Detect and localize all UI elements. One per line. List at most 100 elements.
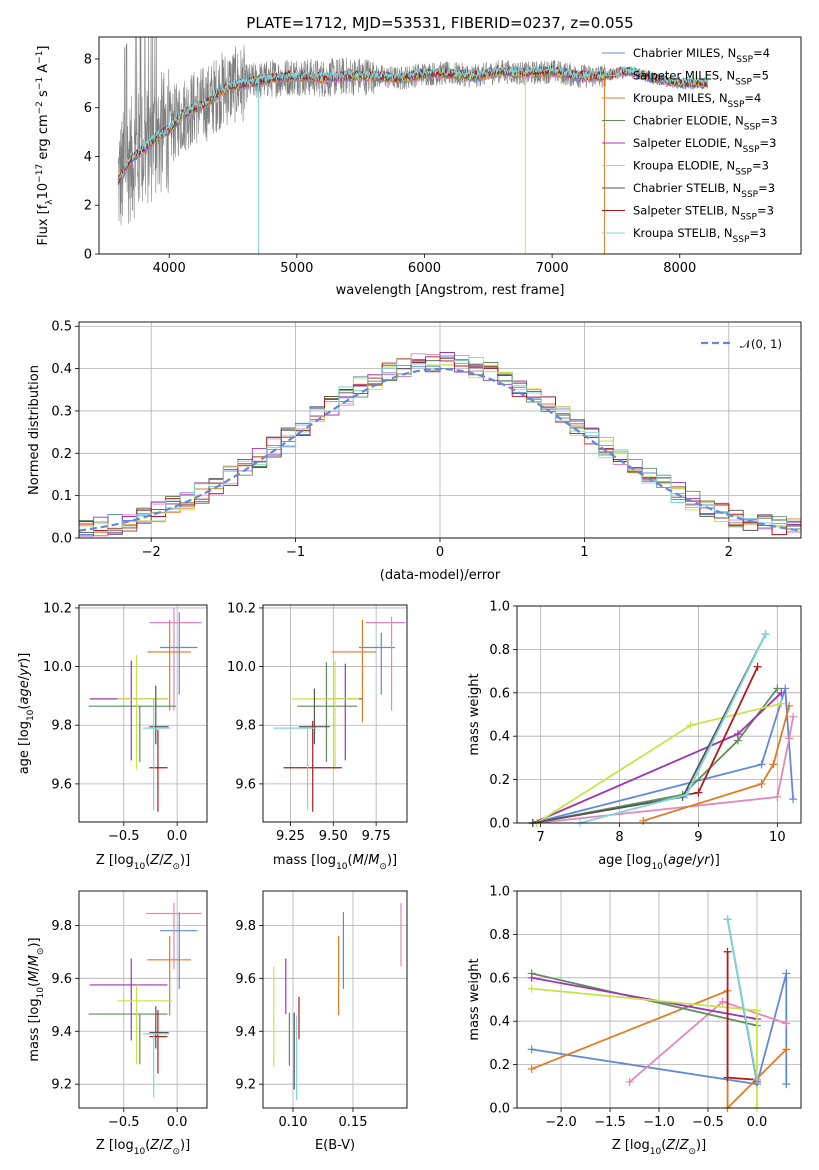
weight-marker: [785, 734, 794, 743]
x-tick-label: −0.5: [108, 829, 140, 844]
y-tick-label: 0.6: [489, 971, 510, 986]
x-axis-label: wavelength [Angstrom, rest frame]: [336, 283, 565, 298]
observed-spectrum: [117, 37, 606, 226]
y-tick-label: 9.6: [235, 972, 256, 987]
axes-frame: [262, 890, 408, 1109]
weight-marker: [782, 969, 791, 978]
weight-line: [536, 716, 794, 824]
mass-vs-ebv-panel: 0.10 0.15 9.2 9.4 9.6 9.8 E(B-V): [235, 890, 408, 1153]
y-tick-label: 9.8: [51, 719, 72, 734]
weight-marker: [789, 712, 798, 721]
y-tick-label: 9.6: [51, 972, 72, 987]
weight-marker: [785, 701, 794, 710]
legend-entry: Kroupa MILES, NSSP=4: [633, 91, 761, 110]
weight-marker: [782, 1019, 791, 1028]
y-tick-label: 2: [84, 199, 92, 214]
y-tick-label: 0.8: [489, 643, 510, 658]
x-tick-label: 2: [725, 545, 733, 560]
weight-marker: [782, 1045, 791, 1054]
weight-marker: [777, 699, 786, 708]
legend-entry: Salpeter STELIB, NSSP=3: [633, 204, 774, 223]
age-vs-mass-panel: 9.25 9.50 9.75 9.6 9.8 10.0 10.2 mass [log10(M/…: [227, 601, 408, 872]
y-axis-label: mass weight: [467, 958, 482, 1040]
y-tick-label: 0.4: [51, 362, 72, 377]
model-spectrum-8: [117, 65, 709, 181]
legend-entry: Kroupa STELIB, NSSP=3: [633, 226, 766, 245]
y-tick-label: 9.4: [51, 1025, 72, 1040]
weight-line: [726, 919, 758, 1080]
legend-entry: Chabrier MILES, NSSP=4: [633, 46, 770, 65]
spectrum-panel: 4000 5000 6000 7000 8000 0 2 4 6 8 Chabrier MILES,…: [35, 36, 802, 298]
x-axis-label: E(B-V): [315, 1138, 355, 1153]
x-axis-label: age [log10(age/yr)]: [598, 853, 720, 872]
x-axis-label: Z [log10(Z/Z⊙)]: [96, 1138, 190, 1157]
weights-vs-Z-panel: −2.0 −1.5 −1.0 −0.5 0.0 0.0 0.2 0.4 0.6 0.8 1.0 Z […: [467, 885, 802, 1157]
weight-marker: [527, 984, 536, 993]
axes-frame: [98, 36, 802, 255]
legend-entry: Salpeter ELODIE, NSSP=3: [633, 136, 776, 155]
weight-line: [579, 633, 767, 824]
axes-frame: [516, 890, 802, 1109]
weights-vs-Z-plot-area: [527, 915, 791, 1112]
x-tick-label: −1: [286, 545, 305, 560]
x-tick-label: 8000: [663, 261, 696, 276]
x-tick-label: 1: [580, 545, 588, 560]
y-axis-label: age [log10(age/yr)]: [17, 653, 36, 775]
x-tick-label: −0.5: [692, 1115, 724, 1130]
x-tick-label: 9.75: [362, 829, 391, 844]
x-tick-label: 8: [615, 830, 623, 845]
weight-line: [531, 973, 788, 1086]
axes-frame: [78, 321, 802, 539]
age-vs-mass-plot-area: [273, 616, 406, 812]
weight-marker: [753, 662, 762, 671]
weights-vs-age-plot-area: [528, 630, 798, 827]
x-axis-label: mass [log10(M/M⊙)]: [273, 853, 397, 872]
y-tick-label: 10.2: [43, 601, 72, 616]
x-tick-label: 7000: [536, 261, 569, 276]
weight-marker: [789, 795, 798, 804]
weight-marker: [527, 973, 536, 982]
spectrum-plot-area: [117, 37, 709, 254]
axes-frame: [78, 604, 208, 823]
y-tick-label: 9.2: [51, 1078, 72, 1093]
x-tick-label: 9.25: [276, 829, 305, 844]
x-tick-label: 7: [537, 830, 545, 845]
weight-line: [532, 633, 767, 824]
axes-frame: [262, 604, 408, 823]
y-tick-label: 0.3: [51, 404, 72, 419]
weight-marker: [694, 788, 703, 797]
weight-marker: [761, 630, 770, 639]
mass-vs-Z-plot-area: [88, 902, 202, 1098]
weight-line: [531, 976, 758, 1020]
y-tick-label: 9.8: [235, 719, 256, 734]
y-tick-label: 10.0: [43, 660, 72, 675]
y-tick-label: 9.2: [235, 1078, 256, 1093]
axes-frame: [78, 890, 208, 1109]
residuals-panel: −2 −1 0 1 2 0.0 0.1 0.2 0.3 0.4 0.5 𝒩(0, 1) (data-mo…: [27, 320, 802, 583]
y-tick-label: 0.1: [51, 489, 72, 504]
weight-marker: [723, 947, 732, 956]
y-tick-label: 1.0: [489, 885, 510, 900]
y-tick-label: 0.4: [489, 1015, 510, 1030]
y-tick-label: 0.0: [489, 1102, 510, 1117]
x-tick-label: 0.15: [339, 1115, 368, 1130]
x-tick-label: −1.0: [643, 1115, 675, 1130]
y-tick-label: 9.8: [235, 919, 256, 934]
y-tick-label: 0: [84, 248, 92, 263]
histogram-8: [79, 356, 801, 538]
x-tick-label: 0.0: [167, 829, 188, 844]
x-tick-label: 5000: [280, 261, 313, 276]
weight-marker: [723, 915, 732, 924]
residuals-plot-area: [79, 352, 801, 538]
y-tick-label: 0.2: [489, 773, 510, 788]
y-tick-label: 10.0: [227, 660, 256, 675]
y-tick-label: 6: [84, 101, 92, 116]
weight-marker: [625, 1077, 634, 1086]
weight-marker: [639, 816, 648, 825]
age-vs-Z-plot-area: [88, 607, 202, 812]
weight-marker: [682, 790, 691, 799]
x-tick-label: 9: [694, 830, 702, 845]
x-axis-label: Z [log10(Z/Z⊙)]: [612, 1138, 706, 1157]
y-tick-label: 0.0: [489, 817, 510, 832]
legend-entry: Salpeter MILES, NSSP=5: [633, 69, 769, 88]
